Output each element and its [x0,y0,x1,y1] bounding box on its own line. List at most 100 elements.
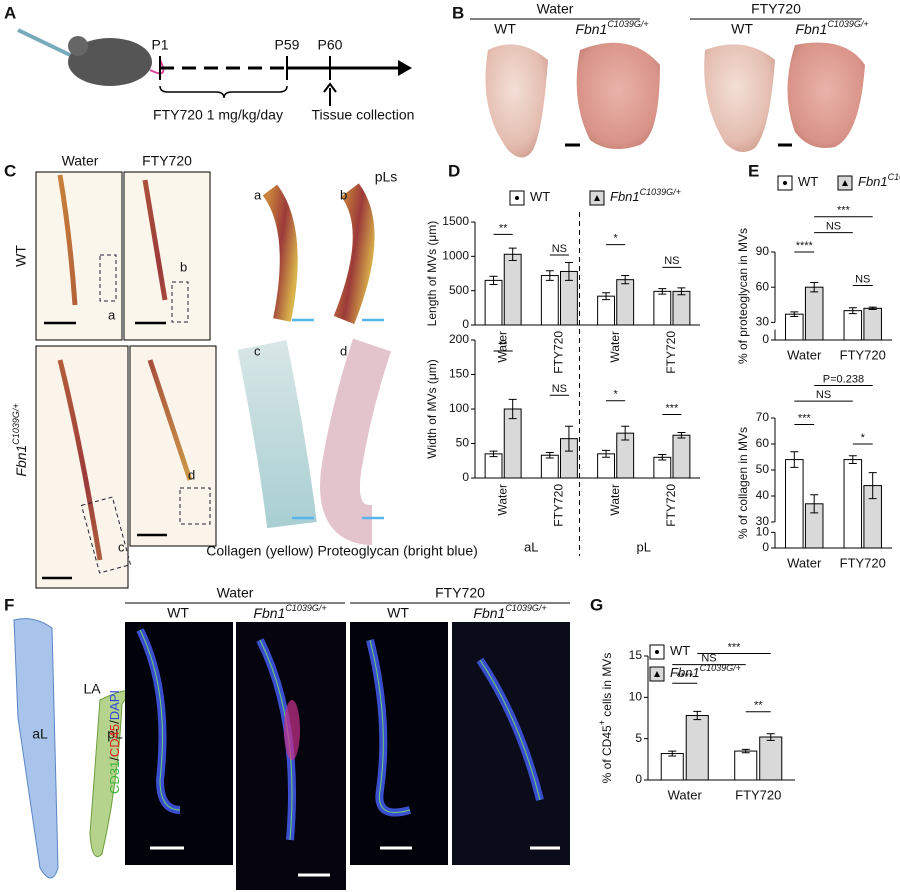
day-label: P60 [318,37,343,53]
inset-box [171,281,189,323]
y-tick-label: 0 [762,540,769,554]
panel-letter: A [4,3,16,22]
genotype-superscript: C1039G/+ [11,403,21,444]
bar [804,286,824,341]
legend-marker [783,181,787,185]
significance-label: NS [816,389,831,401]
significance-label: ** [499,339,508,351]
legend-name: Fbn1 [610,189,640,204]
genotype-name: Fbn1 [473,605,505,621]
heart [704,44,775,152]
legend-marker [515,196,519,200]
genotype-superscript: C1039G/+ [285,603,326,613]
error-bar [810,494,819,514]
legend-name: WT [798,174,818,189]
bar [759,736,783,781]
significance-label: NS [855,273,870,285]
significance-label: ** [754,700,763,712]
histology-image [35,171,123,341]
significance-label: NS [552,383,567,395]
significance-label: *** [798,412,812,424]
bar [503,408,522,479]
bar [540,275,559,326]
x-tick-label: FTY720 [552,484,566,527]
significance-label: **** [796,240,814,252]
genotype-name: Fbn1 [575,21,607,37]
caption: Collagen (yellow) Proteoglycan (bright b… [206,543,478,559]
y-tick-label: 60 [756,279,770,293]
error-bar [658,288,667,295]
stain-name: CD31 [107,761,122,794]
y-tick-label: 30 [756,315,770,329]
inset-letter: b [180,259,187,274]
error-bar [508,247,517,261]
x-tick-label: FTY720 [664,331,678,374]
error-bar [545,451,554,459]
legend-marker [842,180,848,186]
inset-box [80,496,132,574]
collection-arrowhead [323,82,337,93]
panel-letter: D [448,161,460,180]
significance-label: * [861,432,866,444]
panel-f-art [13,602,570,890]
bar [653,290,672,326]
genotype-label: Fbn1C1039G/+ [253,603,326,620]
y-tick-label: 30 [756,514,770,528]
y-tick-label: 5 [635,731,642,745]
significance-label: NS [552,243,567,255]
inset-image [320,338,391,545]
y-axis-label-text: cells in MVs [600,653,614,720]
legend-marker [654,671,660,677]
y-tick-label: 1000 [442,249,469,263]
y-axis-label: Length of MVs (μm) [425,221,439,327]
y-tick-label: 0 [462,470,469,484]
inset-title: pLs [375,169,398,185]
legend-name: Fbn1 [670,665,700,680]
x-tick-label: FTY720 [664,484,678,527]
stain-name: CD45 [107,724,122,757]
genotype-superscript: C1039G/+ [505,603,546,613]
inset-image [262,184,298,322]
significance-label: NS [701,653,716,665]
y-tick-label: 70 [756,410,770,424]
group-label: pL [637,539,651,554]
inset-letter: a [254,187,262,202]
significance-label: NS [664,255,679,267]
mouse-ear [68,36,88,56]
genotype-superscript: C1039G/+ [607,19,648,29]
genotype-label: WT [167,605,189,621]
syringe [17,28,71,57]
panel-letter: C [4,161,16,180]
stain-name: DAPI [107,690,122,720]
y-axis-label-text: % of collagen in MVs [736,427,750,539]
y-tick-label: 50 [456,436,470,450]
bar [785,459,804,549]
y-axis-label: % of proteoglycan in MVs [736,228,750,364]
error-bar [621,275,630,285]
panel-a-art [17,28,412,106]
y-tick-label: 150 [449,367,469,381]
error-bar [658,454,667,461]
legend-label: Fbn1C1039G/+ [670,663,741,680]
legend-label: Fbn1C1039G/+ [610,187,681,204]
treatment-label: FTY720 1 mg/kg/day [153,107,283,123]
y-tick-label: 100 [449,401,469,415]
y-axis-label-sup: + [597,720,607,725]
mouse-tail [149,59,165,75]
legend-label: WT [670,643,690,658]
condition-label: Water [62,153,99,169]
y-axis-label-text: % of proteoglycan in MVs [736,228,750,364]
condition-label: FTY720 [435,585,485,601]
genotype-name: Fbn1 [795,21,827,37]
significance-label: *** [728,641,742,653]
x-tick-label: Water [787,555,822,570]
y-axis-label-text: Length of MVs (μm) [425,221,439,327]
y-axis-label: % of collagen in MVs [736,427,750,539]
error-bar [741,748,750,754]
legend-name-sup: C1039G/+ [640,187,681,197]
error-bar [621,425,630,441]
bar [660,753,684,781]
legend-marker [594,195,600,201]
day-label: P1 [151,37,168,53]
bar [616,279,635,326]
